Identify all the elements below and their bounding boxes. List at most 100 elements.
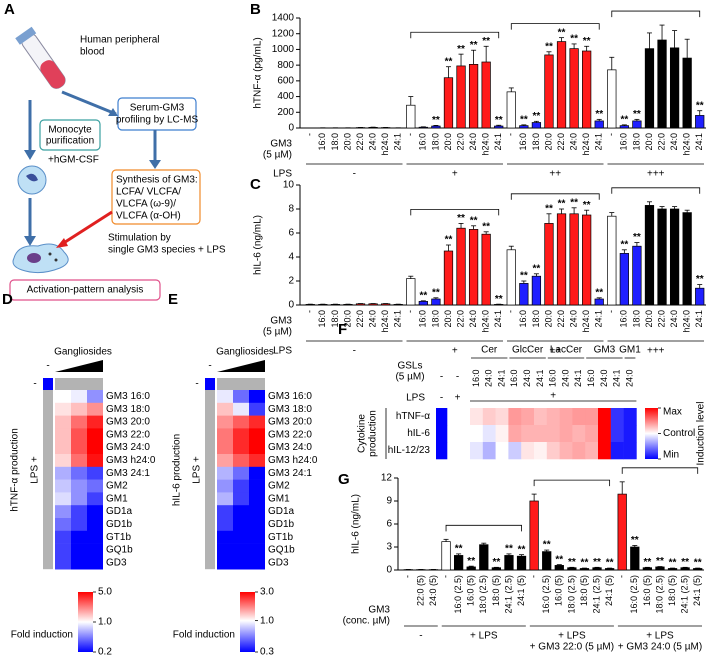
box xyxy=(111,169,201,225)
x-tick-label: 24:1 (5) xyxy=(516,575,526,606)
significance: ** xyxy=(457,213,465,224)
significance: ** xyxy=(595,109,603,120)
y-axis-title: hTNF-α (pg/mL) xyxy=(253,37,264,108)
significance: ** xyxy=(455,544,463,555)
y-tick-label: 0 xyxy=(288,123,294,134)
bar xyxy=(491,567,502,571)
x-tick-label: 16:0 xyxy=(518,133,528,151)
x-tick-label: 24:1 (2.5) xyxy=(591,575,601,614)
x-tick-label: 20:0 xyxy=(443,310,453,328)
heatmap-cell xyxy=(559,425,573,443)
heatmap-cell xyxy=(610,442,624,460)
row-group-label: - xyxy=(195,379,198,390)
bar xyxy=(619,253,629,306)
heatmap-cell xyxy=(249,492,265,506)
significance: ** xyxy=(633,109,641,120)
heatmap-cell xyxy=(249,441,265,455)
group-label: ++ xyxy=(549,346,561,357)
y-tick-label: 1200 xyxy=(272,28,295,39)
heatmap-cell xyxy=(546,425,560,443)
heatmap-cell xyxy=(55,479,71,493)
row-label: GM3 20:0 xyxy=(106,417,150,428)
group-label: +++ xyxy=(647,169,665,180)
column-group-label: GlcCer xyxy=(512,345,544,356)
significance: ** xyxy=(470,40,478,51)
significance: ** xyxy=(558,199,566,210)
heatmap-cell xyxy=(249,402,265,416)
row-group-label: LPS xyxy=(406,393,425,404)
x-tick-label: - xyxy=(305,310,315,313)
heatmap-cell xyxy=(546,442,560,460)
group-label: ++ xyxy=(549,169,561,180)
x-tick-label: h24:0 xyxy=(682,133,692,156)
group-label: + xyxy=(452,169,458,180)
bar xyxy=(519,125,529,129)
heatmap-cell xyxy=(55,428,71,442)
row-label: hIL-6 xyxy=(407,428,430,439)
colorbar-tick-label: Max xyxy=(663,407,682,418)
heatmap-cell xyxy=(452,425,464,443)
heatmap-cell xyxy=(55,415,71,429)
heatmap-cell xyxy=(55,402,71,416)
significance: ** xyxy=(533,111,541,122)
heatmap-cell xyxy=(610,408,624,426)
heatmap-cell xyxy=(71,479,87,493)
column-label: - xyxy=(440,372,443,383)
bar xyxy=(680,567,690,571)
heatmap-cell xyxy=(470,408,484,426)
bar xyxy=(506,249,516,306)
y-tick-label: 12 xyxy=(381,473,393,484)
heatmap-cell xyxy=(233,441,249,455)
x-tick-label: 24:1 (2.5) xyxy=(503,575,513,614)
bar xyxy=(516,555,527,571)
significance: ** xyxy=(633,232,641,243)
x-tick-label: 24:1 xyxy=(493,310,503,328)
x-tick-label: 24:0 xyxy=(367,310,377,328)
significance: ** xyxy=(581,558,589,569)
x-row-label: GM3 xyxy=(270,139,292,150)
heatmap-cell xyxy=(521,425,535,443)
x-tick-label: h24:0 xyxy=(581,310,591,333)
y-axis-title: hIL-6 (ng/mL) xyxy=(253,215,264,275)
heatmap-cell xyxy=(233,518,249,532)
heatmap-cell xyxy=(452,442,464,460)
x-tick-label: 24:1 xyxy=(393,310,403,328)
heatmap-cell xyxy=(233,556,249,570)
group-label: + xyxy=(452,346,458,357)
y-tick-label: 4 xyxy=(288,252,294,263)
heatmap-cell xyxy=(249,466,265,480)
row-label: GT1b xyxy=(268,532,293,543)
heatmap-cell xyxy=(55,543,71,557)
x-tick-label: 16:0 xyxy=(619,133,629,151)
heatmap-cell xyxy=(71,466,87,480)
x-tick-label: 24:1 xyxy=(594,310,604,328)
x-tick-label: 24:0 xyxy=(669,310,679,328)
group-label: + GM3 22:0 (5 µM) xyxy=(530,642,614,653)
heatmap-cell xyxy=(71,543,87,557)
bar xyxy=(592,567,602,571)
heatmap-cell xyxy=(249,428,265,442)
panel-a: A Human peripheral blood Serum-GM3 profi… xyxy=(4,1,226,301)
colorbar xyxy=(78,592,93,652)
heatmap-cell xyxy=(217,402,233,416)
bar xyxy=(456,65,466,129)
y-tick-label: 3 xyxy=(386,542,392,553)
x-tick-label: 24:1 xyxy=(694,310,704,328)
bar xyxy=(466,566,476,571)
heatmap-cell xyxy=(55,505,71,519)
bar xyxy=(644,48,655,129)
heatmap-cell xyxy=(585,425,599,443)
significance: ** xyxy=(593,557,601,568)
bar xyxy=(556,213,567,306)
column-label: + xyxy=(455,393,461,404)
x-tick-label: 24:0 xyxy=(468,133,478,151)
heatmap-cell xyxy=(249,415,265,429)
heatmap-cell xyxy=(585,442,599,460)
heatmap-cell xyxy=(521,408,535,426)
bar xyxy=(468,229,479,306)
x-row-label: (5 µM) xyxy=(263,150,292,161)
heatmap-cell xyxy=(249,543,265,557)
heatmap-cell xyxy=(87,466,103,480)
colorbar xyxy=(240,592,255,652)
bar xyxy=(594,120,604,129)
